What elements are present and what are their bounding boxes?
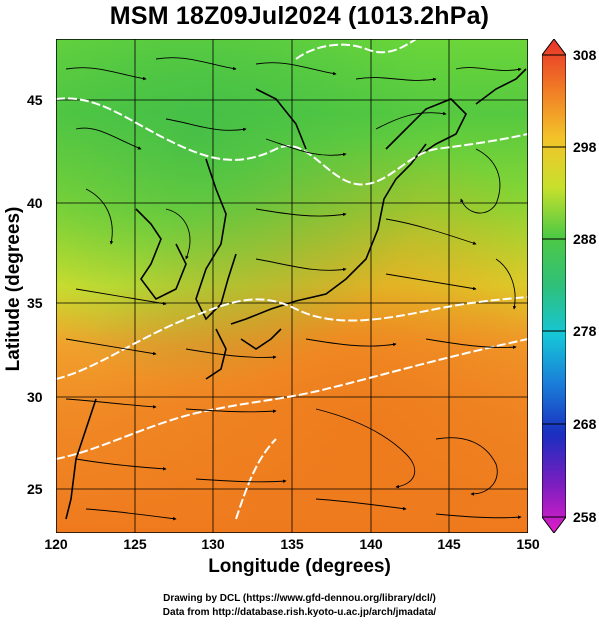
coastlines: [65, 68, 527, 520]
x-tick-150: 150: [516, 536, 540, 552]
y-tick-25: 25: [27, 481, 43, 497]
y-tick-40: 40: [27, 195, 43, 211]
x-tick-145: 145: [437, 536, 461, 552]
y-tick-35: 35: [27, 295, 43, 311]
map-plot: [56, 39, 528, 533]
x-tick-125: 125: [123, 536, 147, 552]
x-tick-135: 135: [280, 536, 304, 552]
y-tick-45: 45: [27, 92, 43, 108]
colorbar-tick-278: 278: [573, 323, 597, 339]
x-tick-130: 130: [201, 536, 225, 552]
colorbar: [542, 39, 566, 533]
y-axis-label: Latitude (degrees): [3, 206, 24, 372]
colorbar-tick-308: 308: [573, 47, 597, 63]
plot-title: MSM 18Z09Jul2024 (1013.2hPa): [109, 2, 490, 30]
x-tick-140: 140: [359, 536, 383, 552]
credit-data: Data from http://database.rish.kyoto-u.a…: [162, 607, 437, 618]
colorbar-tick-288: 288: [573, 231, 597, 247]
streamlines: [65, 57, 522, 521]
colorbar-tick-258: 258: [573, 509, 597, 525]
colorbar-tick-268: 268: [573, 416, 597, 432]
x-axis-label: Longitude (degrees): [208, 556, 391, 577]
y-tick-30: 30: [27, 389, 43, 405]
x-tick-120: 120: [44, 536, 68, 552]
colorbar-tick-298: 298: [573, 139, 597, 155]
credit-drawing: Drawing by DCL (https://www.gfd-dennou.o…: [163, 593, 436, 604]
